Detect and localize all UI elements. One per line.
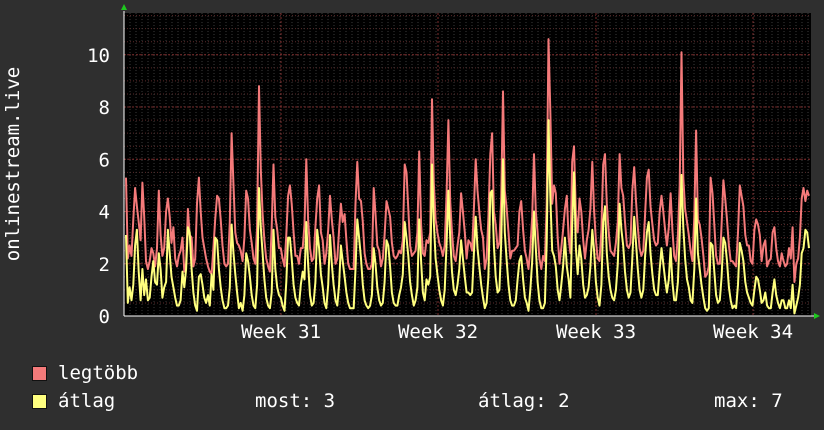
x-tick-label: Week 34 xyxy=(713,321,793,343)
y-axis-label: onlinestream.live xyxy=(2,67,24,261)
y-tick-label: 0 xyxy=(99,306,110,328)
y-tick-label: 2 xyxy=(99,254,110,276)
legend-label-avg: átlag xyxy=(58,390,116,412)
stat-now: most: 3 xyxy=(255,390,336,412)
series-line-max xyxy=(125,38,810,283)
x-tick-label: Week 33 xyxy=(556,321,636,343)
stat-avg: átlag: 2 xyxy=(478,390,570,412)
y-tick-label: 6 xyxy=(99,149,110,171)
legend-label-max: legtöbb xyxy=(58,362,139,384)
series-line-avg xyxy=(125,119,810,315)
y-tick-label: 8 xyxy=(99,97,110,119)
y-axis-arrow xyxy=(121,4,127,10)
x-tick-label: Week 31 xyxy=(241,321,321,343)
x-tick-label: Week 32 xyxy=(398,321,478,343)
y-tick-label: 4 xyxy=(99,202,110,224)
legend-swatch-max xyxy=(32,366,47,381)
y-tick-label: 10 xyxy=(87,45,110,67)
legend-swatch-avg xyxy=(32,394,47,409)
stat-max: max: 7 xyxy=(714,390,783,412)
x-axis-arrow xyxy=(814,313,820,319)
